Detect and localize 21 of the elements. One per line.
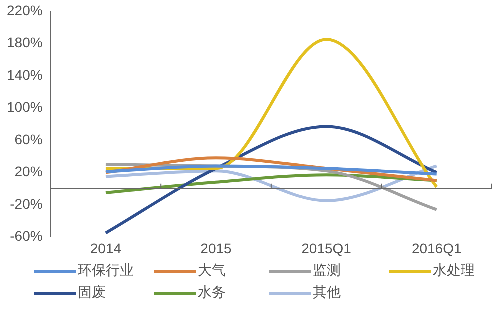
x-tick-label: 2015Q1 <box>302 240 352 256</box>
x-tick-label: 2015 <box>200 240 232 256</box>
y-tick-label: 180% <box>6 34 43 51</box>
legend-label: 固废 <box>78 284 106 302</box>
y-tick-label: 60% <box>14 131 43 148</box>
legend-label: 其他 <box>313 284 341 302</box>
legend-label: 水务 <box>198 284 226 302</box>
legend-label: 水处理 <box>433 262 475 280</box>
line-series <box>104 164 438 176</box>
legend-label: 环保行业 <box>78 262 134 280</box>
y-tick-label: 20% <box>14 164 43 180</box>
y-tick-label: 140% <box>6 66 43 83</box>
x-tick-label: 2014 <box>90 240 122 256</box>
x-tick-label: 2016Q1 <box>412 240 462 256</box>
line-series <box>104 125 438 235</box>
y-tick-label: -20% <box>10 196 43 212</box>
y-tick-label: 220% <box>6 2 43 18</box>
y-tick-label: 100% <box>6 99 43 116</box>
legend-label: 大气 <box>198 262 226 280</box>
y-tick-label: -60% <box>10 228 43 244</box>
legend-label: 监测 <box>313 262 341 280</box>
